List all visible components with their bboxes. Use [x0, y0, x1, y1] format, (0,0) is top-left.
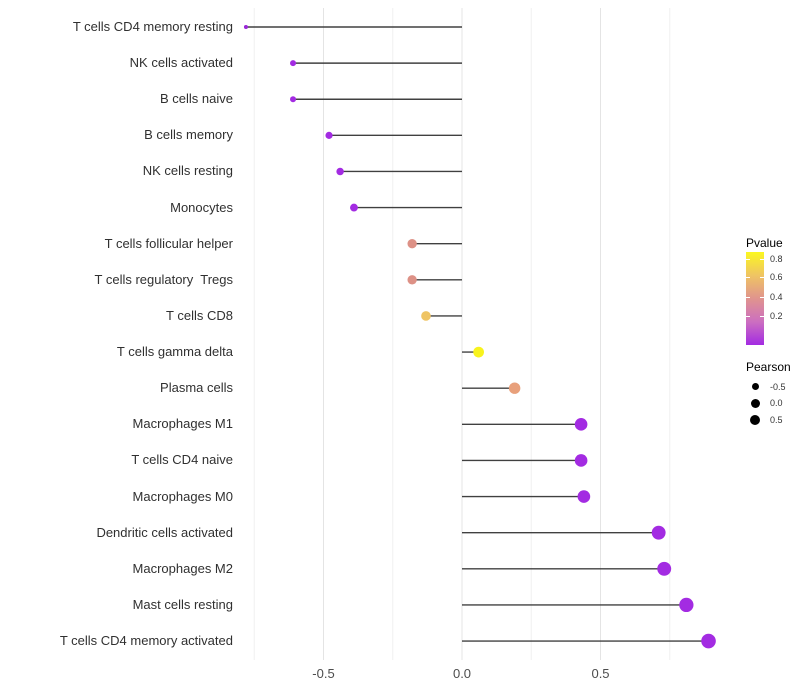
colorbar-tick-label: 0.4 [770, 291, 783, 302]
lollipop-point [336, 167, 344, 176]
pearson-size-dot [750, 398, 760, 408]
colorbar-tick-label: 0.8 [770, 253, 783, 264]
y-axis-label: T cells follicular helper [104, 235, 233, 251]
y-axis-label: T cells CD4 naive [131, 452, 233, 468]
pvalue-legend-title: Pvalue [746, 236, 783, 250]
lollipop-point [290, 60, 297, 67]
lollipop-point [577, 490, 591, 503]
colorbar-tick-mark [760, 277, 764, 279]
colorbar-tick-mark [760, 296, 764, 298]
lollipop-point [657, 561, 672, 576]
colorbar-tick-label: 0.6 [770, 272, 783, 283]
y-axis-label: T cells CD8 [166, 307, 233, 323]
pearson-size-dot [749, 414, 761, 426]
colorbar-tick-mark [760, 258, 764, 260]
lollipop-point [407, 275, 417, 285]
y-axis-label: T cells CD4 memory resting [72, 19, 233, 34]
y-axis-label: NK cells activated [129, 55, 233, 71]
colorbar-tick-mark [746, 296, 750, 298]
lollipop-point [508, 382, 521, 394]
lollipop-point [325, 131, 333, 139]
lollipop-point [574, 418, 588, 431]
y-axis-label: Dendritic cells activated [96, 524, 233, 540]
colorbar-tick-label: 0.2 [770, 311, 783, 322]
lollipop-point [243, 25, 248, 29]
pearson-size-label: 0.0 [770, 398, 783, 409]
lollipop-point [473, 346, 484, 358]
pearson-size-dot [751, 383, 759, 390]
x-axis-tick-label: 0.5 [591, 666, 610, 681]
colorbar-tick-mark [746, 316, 750, 318]
colorbar-tick-mark [746, 277, 750, 279]
pearson-legend-title: Pearson [746, 360, 791, 374]
pearson-size-label: -0.5 [770, 381, 786, 392]
lollipop-point [350, 203, 358, 212]
y-axis-label: T cells gamma delta [116, 344, 233, 360]
lollipop-point [679, 597, 694, 613]
lollipop-point [574, 454, 588, 467]
y-axis-label: B cells memory [144, 127, 233, 143]
y-axis-label: Macrophages M2 [132, 560, 233, 576]
lollipop-point [290, 96, 297, 103]
colorbar-tick-mark [746, 258, 750, 260]
pvalue-colorbar [746, 252, 764, 345]
lollipop-point [651, 525, 666, 540]
y-axis-label: Plasma cells [160, 380, 233, 396]
colorbar-tick-mark [760, 316, 764, 318]
lollipop-point [421, 311, 431, 321]
lollipop-point [407, 239, 417, 249]
lollipop-point [701, 633, 716, 649]
x-axis-tick-label: 0.0 [452, 666, 472, 681]
y-axis-label: B cells naive [160, 91, 233, 107]
y-axis-label: Macrophages M0 [132, 488, 233, 504]
y-axis-label: T cells regulatory Tregs [94, 271, 233, 287]
y-axis-label: Macrophages M1 [132, 416, 233, 432]
y-axis-label: NK cells resting [142, 163, 233, 179]
y-axis-label: Mast cells resting [132, 596, 233, 612]
y-axis-label: Monocytes [170, 199, 233, 215]
pearson-size-label: 0.5 [770, 414, 783, 425]
y-axis-label: T cells CD4 memory activated [59, 633, 233, 649]
x-axis-tick-label: -0.5 [312, 666, 335, 681]
